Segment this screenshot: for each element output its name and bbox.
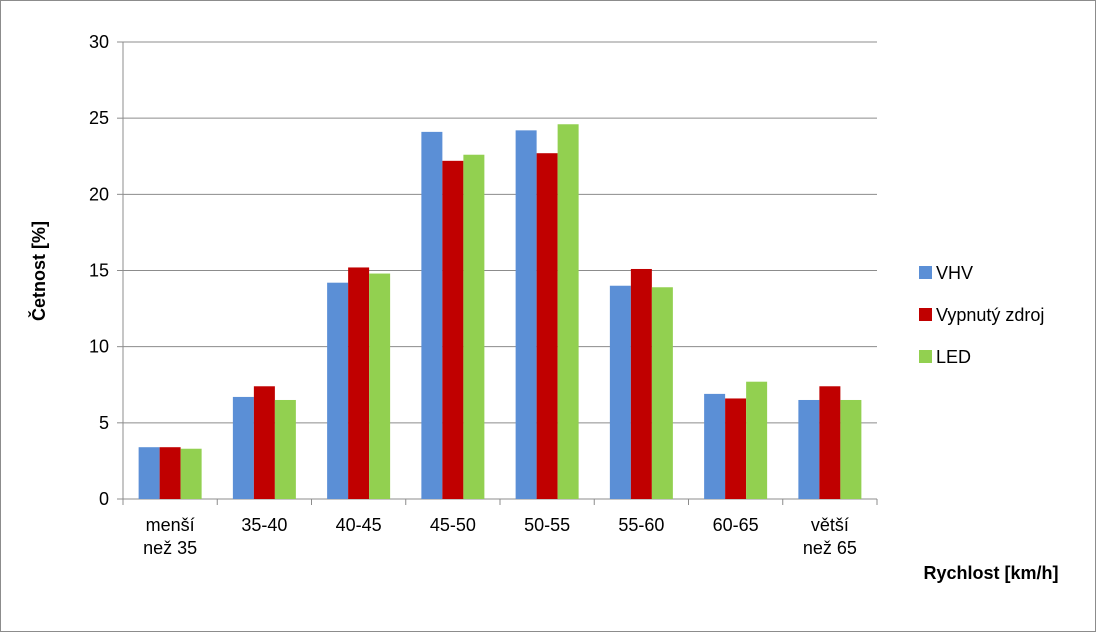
- bar-led: [463, 154, 485, 499]
- bar-vypnutý-zdroj: [630, 268, 652, 499]
- bar-led: [840, 399, 862, 499]
- x-tick-label: 35-40: [241, 515, 287, 535]
- bar-vhv: [138, 447, 160, 499]
- bar-led: [746, 381, 768, 499]
- x-tick-label: 45-50: [430, 515, 476, 535]
- x-tick-label: menší: [146, 515, 195, 535]
- x-tick-label: 60-65: [713, 515, 759, 535]
- y-tick-label: 15: [89, 261, 109, 281]
- bar-vhv: [232, 396, 254, 499]
- y-tick-labels: 0 5 10 15 20 25 30: [89, 32, 109, 509]
- legend-swatch: [919, 266, 932, 279]
- x-tick-labels: menší než 35 35-40 40-45 45-50 50-55 55-60 60-6…: [143, 515, 857, 558]
- y-tick-label: 25: [89, 108, 109, 128]
- x-tick-label: větší: [811, 515, 849, 535]
- bar-vhv: [421, 131, 443, 500]
- x-tick-label: 55-60: [618, 515, 664, 535]
- y-tick-label: 30: [89, 32, 109, 52]
- bar-vhv: [798, 399, 820, 499]
- x-tick-label: 50-55: [524, 515, 570, 535]
- legend-swatch: [919, 350, 932, 363]
- legend-swatch: [919, 308, 932, 321]
- bar-led: [369, 273, 391, 499]
- bar-vypnutý-zdroj: [253, 386, 275, 499]
- bar-vypnutý-zdroj: [442, 160, 464, 499]
- legend: VHV Vypnutý zdroj LED: [919, 263, 1044, 367]
- legend-label: VHV: [936, 263, 973, 283]
- bar-vhv: [327, 282, 349, 499]
- bar-led: [557, 124, 579, 499]
- y-tick-label: 0: [99, 489, 109, 509]
- y-axis-title: Četnost [%]: [28, 221, 49, 321]
- x-tick-label: než 35: [143, 538, 197, 558]
- bar-led: [651, 287, 673, 499]
- x-axis-title: Rychlost [km/h]: [923, 563, 1058, 583]
- x-tick-label: než 65: [803, 538, 857, 558]
- bar-vypnutý-zdroj: [819, 386, 841, 499]
- legend-label: LED: [936, 347, 971, 367]
- legend-label: Vypnutý zdroj: [936, 305, 1044, 325]
- bar-vypnutý-zdroj: [159, 447, 181, 499]
- y-tick-label: 20: [89, 184, 109, 204]
- bar-vhv: [515, 130, 537, 499]
- y-tick-label: 10: [89, 337, 109, 357]
- bar-vhv: [609, 285, 631, 499]
- bar-led: [274, 399, 296, 499]
- bar-vypnutý-zdroj: [725, 398, 747, 499]
- bar-vhv: [704, 393, 726, 499]
- x-tick-label: 40-45: [336, 515, 382, 535]
- bar-led: [180, 448, 202, 499]
- bar-vypnutý-zdroj: [348, 267, 370, 499]
- bar-vypnutý-zdroj: [536, 153, 558, 499]
- y-tick-label: 5: [99, 413, 109, 433]
- bars: [138, 124, 862, 500]
